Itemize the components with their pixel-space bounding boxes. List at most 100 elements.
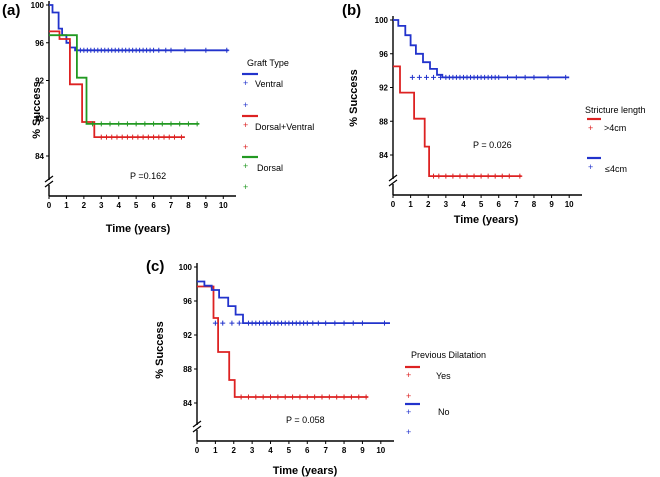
censor-mark <box>416 74 422 80</box>
censor-mark <box>220 320 226 326</box>
censor-mark <box>457 173 463 179</box>
censor-mark <box>517 173 523 179</box>
legend-title: Graft Type <box>247 58 289 68</box>
panel-a-legend: Graft Type + Ventral + + Dorsal+Ventral … <box>242 58 314 192</box>
x-tick-label: 10 <box>565 200 574 209</box>
legend-label-yes: Yes <box>436 371 451 381</box>
series-line-dorsal <box>49 34 199 125</box>
censor-mark <box>319 394 325 400</box>
x-tick-label: 6 <box>496 200 501 209</box>
x-tick-label: 5 <box>287 446 292 455</box>
axis-break-mark <box>192 425 202 433</box>
censor-mark <box>253 394 259 400</box>
censor-mark <box>98 121 104 127</box>
censor-mark <box>310 320 316 326</box>
censor-mark <box>359 320 365 326</box>
panel-b-plot: 100 96 92 88 84 0 1 2 3 4 5 6 7 8 9 10 <box>375 16 582 209</box>
censor-mark <box>341 320 347 326</box>
censor-mark <box>492 173 498 179</box>
y-tick-label: 92 <box>379 84 388 93</box>
censor-mark <box>315 320 321 326</box>
censor-mark <box>177 121 183 127</box>
legend-censor-no-extra: + <box>406 427 411 437</box>
x-tick-label: 9 <box>360 446 365 455</box>
censor-mark <box>229 320 235 326</box>
censor-mark <box>436 173 442 179</box>
censor-mark <box>363 394 369 400</box>
y-tick-label: 96 <box>183 297 192 306</box>
censor-mark <box>224 47 230 53</box>
x-tick-label: 3 <box>250 446 255 455</box>
censor-mark <box>161 134 167 140</box>
x-tick-label: 9 <box>549 200 554 209</box>
x-tick-label: 5 <box>134 201 139 210</box>
censor-mark <box>185 121 191 127</box>
x-tick-label: 10 <box>219 201 228 210</box>
panel-a: (a) Time (years) % Success P =0.162 1009… <box>2 1 314 235</box>
x-tick-label: 4 <box>461 200 466 209</box>
panel-a-plot: 100 96 92 88 84 0 1 2 3 4 5 6 7 8 9 10 <box>31 1 236 210</box>
panel-b: (b) Time (years) % Success P = 0.026 100… <box>342 2 646 226</box>
censor-mark <box>168 121 174 127</box>
censor-mark <box>145 134 151 140</box>
panel-b-letter: (b) <box>342 2 361 19</box>
censor-mark <box>268 394 274 400</box>
y-tick-label: 84 <box>35 152 44 161</box>
censor-mark <box>356 394 362 400</box>
censor-mark <box>163 47 169 53</box>
censor-mark <box>140 134 146 140</box>
y-tick-label: 92 <box>183 331 192 340</box>
panel-c-pvalue: P = 0.058 <box>286 415 325 425</box>
y-tick-label: 96 <box>379 50 388 59</box>
x-tick-label: 9 <box>204 201 209 210</box>
censor-mark <box>178 134 184 140</box>
axis-break-mark <box>44 175 54 183</box>
censor-mark <box>464 173 470 179</box>
legend-censor-ventral: + <box>243 78 248 88</box>
x-tick-label: 7 <box>514 200 519 209</box>
series-line--4cm <box>393 65 522 178</box>
x-tick-label: 8 <box>342 446 347 455</box>
x-tick-label: 8 <box>532 200 537 209</box>
y-tick-label: 100 <box>179 263 193 272</box>
censor-mark <box>443 173 449 179</box>
panel-b-ylabel: % Success <box>348 69 360 126</box>
legend-censor-yes: + <box>406 370 411 380</box>
y-tick-label: 96 <box>35 39 44 48</box>
x-tick-label: 0 <box>47 201 52 210</box>
x-tick-label: 2 <box>232 446 237 455</box>
censor-mark <box>348 394 354 400</box>
x-tick-label: 4 <box>268 446 273 455</box>
x-tick-label: 2 <box>426 200 431 209</box>
censor-mark <box>203 47 209 53</box>
censor-mark <box>545 74 551 80</box>
censor-mark <box>116 121 122 127</box>
censor-mark <box>159 121 165 127</box>
x-tick-label: 5 <box>479 200 484 209</box>
censor-mark <box>409 74 415 80</box>
censor-mark <box>563 74 569 80</box>
series-line-ventral <box>49 4 229 52</box>
censor-mark <box>334 394 340 400</box>
censor-mark <box>142 121 148 127</box>
censor-mark <box>499 173 505 179</box>
axis-break-mark <box>192 420 202 428</box>
censor-mark <box>312 394 318 400</box>
censor-mark <box>151 47 157 53</box>
panel-b-xlabel: Time (years) <box>454 214 519 226</box>
series-line-yes <box>197 285 368 398</box>
censor-mark <box>182 47 188 53</box>
censor-mark <box>350 320 356 326</box>
y-tick-label: 92 <box>35 77 44 86</box>
series-line-dorsal-ventral <box>49 30 185 139</box>
x-tick-label: 3 <box>99 201 104 210</box>
legend-censor-yes-extra: + <box>406 391 411 401</box>
legend-censor-dorsal-extra: + <box>243 182 248 192</box>
censor-mark <box>485 173 491 179</box>
panel-c-plot: 100 96 92 88 84 0 1 2 3 4 5 6 7 8 9 10 <box>179 263 394 455</box>
censor-mark <box>133 121 139 127</box>
y-tick-label: 84 <box>183 399 192 408</box>
censor-mark <box>156 134 162 140</box>
censor-mark <box>90 121 96 127</box>
